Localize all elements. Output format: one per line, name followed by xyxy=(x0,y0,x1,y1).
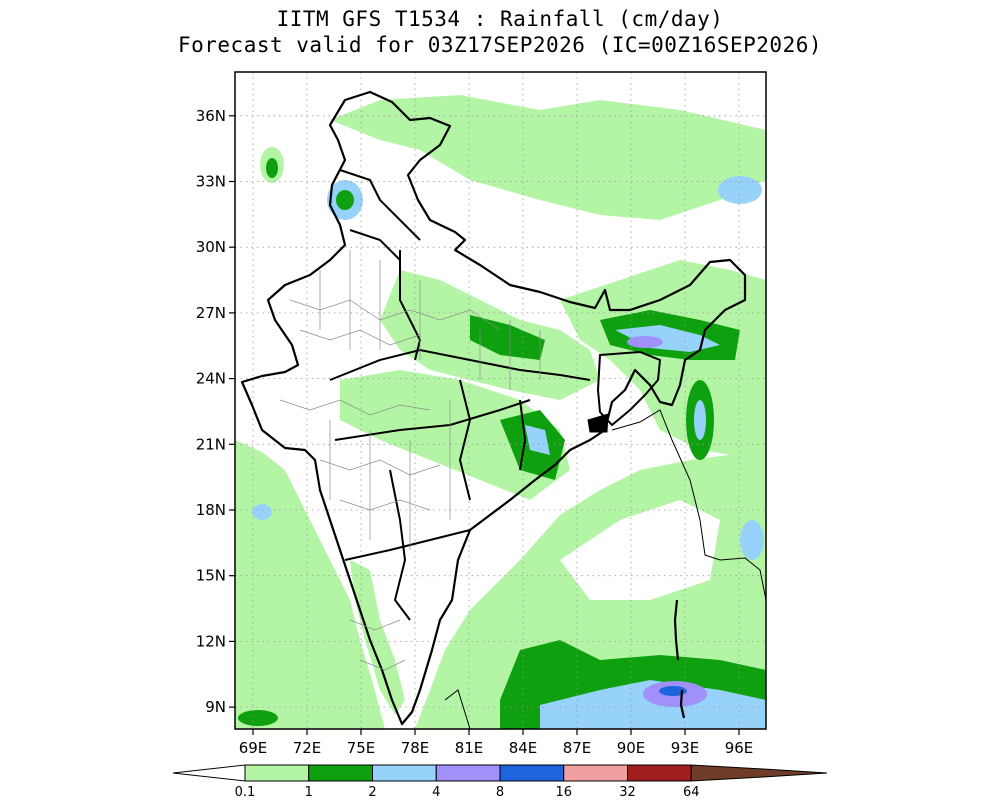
rain-cell-west-green xyxy=(266,158,278,178)
map-frame xyxy=(234,71,767,730)
colorbar-label: 16 xyxy=(555,785,572,800)
state-boundaries xyxy=(329,169,591,621)
lon-tick-label: 78E xyxy=(401,739,430,757)
lon-tick-label: 84E xyxy=(509,739,538,757)
chart-title: IITM GFS T1534 : Rainfall (cm/day) xyxy=(276,7,724,31)
colorbar-swatch xyxy=(563,764,628,782)
rainfall-fields xyxy=(235,95,766,729)
colorbar-label: 0.1 xyxy=(235,785,256,800)
rain-area-east-bay xyxy=(560,500,720,600)
rain-area-odisha-blue xyxy=(525,425,550,455)
lon-tick-label: 87E xyxy=(563,739,592,757)
colorbar-swatch xyxy=(372,764,437,782)
rain-area-west-coast xyxy=(350,560,405,715)
west-bengal-coast xyxy=(587,413,609,433)
colorbar-label: 4 xyxy=(432,785,440,800)
lat-tick-label: 21N xyxy=(196,435,226,453)
lon-tick-label: 69E xyxy=(239,739,268,757)
lon-tick-label: 93E xyxy=(671,739,700,757)
rain-area-ne-blue xyxy=(615,325,720,352)
colorbar-under-arrow xyxy=(172,764,246,782)
coastline-east xyxy=(611,409,767,601)
lat-tick-label: 18N xyxy=(196,501,226,519)
rain-area-central xyxy=(340,370,570,500)
colorbar-label: 64 xyxy=(683,785,700,800)
lat-tick-label: 12N xyxy=(196,632,226,650)
colorbar-over-arrow xyxy=(690,764,828,782)
rain-cell-ne xyxy=(627,336,663,348)
rain-cell-kashmir-green xyxy=(336,190,354,210)
lat-tick-label: 9N xyxy=(205,698,226,716)
latitude-axis: 9N 12N 15N 18N 21N 24N 27N 30N 33N 36N xyxy=(196,107,235,716)
colorbar-swatch xyxy=(499,764,565,782)
colorbar-swatch xyxy=(308,764,373,782)
colorbar: 0.1 1 2 4 8 16 32 64 xyxy=(172,764,828,800)
longitude-axis: 69E 72E 75E 78E 81E 84E 87E 90E 93E 96E xyxy=(239,729,754,757)
rain-cell-s xyxy=(238,710,278,726)
lat-tick-label: 27N xyxy=(196,304,226,322)
colorbar-label: 8 xyxy=(496,785,504,800)
rain-area-gangetic-green xyxy=(470,315,545,360)
chart-subtitle: Forecast valid for 03Z17SEP2026 (IC=00Z1… xyxy=(177,33,822,57)
rain-area-tibet-band xyxy=(330,95,766,220)
colorbar-swatch xyxy=(627,764,692,782)
colorbar-label: 2 xyxy=(368,785,376,800)
rain-area-arabian-sea xyxy=(235,440,385,729)
rain-cell-blue xyxy=(659,686,687,696)
lon-tick-label: 81E xyxy=(455,739,484,757)
lat-tick-label: 36N xyxy=(196,107,226,125)
lon-tick-label: 96E xyxy=(725,739,754,757)
rain-cell-sw xyxy=(252,504,272,520)
lat-tick-label: 33N xyxy=(196,173,226,191)
rain-area-south-lightblue xyxy=(540,680,766,729)
coastline-south xyxy=(444,689,471,730)
lon-tick-label: 72E xyxy=(293,739,322,757)
colorbar-swatch xyxy=(244,764,310,782)
lat-tick-label: 24N xyxy=(196,370,226,388)
lon-tick-label: 75E xyxy=(347,739,376,757)
andaman-islands xyxy=(673,599,686,719)
graticule xyxy=(235,72,766,729)
colorbar-label: 32 xyxy=(619,785,636,800)
lat-tick-label: 30N xyxy=(196,238,226,256)
rain-cell-east-tibet xyxy=(718,176,762,204)
rain-cell-se xyxy=(740,520,764,560)
colorbar-label: 1 xyxy=(305,785,313,800)
district-boundaries xyxy=(279,250,541,671)
lat-tick-label: 15N xyxy=(196,567,226,585)
bangladesh-boundary xyxy=(596,350,662,427)
rain-cell-myanmar-blue xyxy=(694,400,706,440)
colorbar-swatch xyxy=(435,764,501,782)
lon-tick-label: 90E xyxy=(617,739,646,757)
